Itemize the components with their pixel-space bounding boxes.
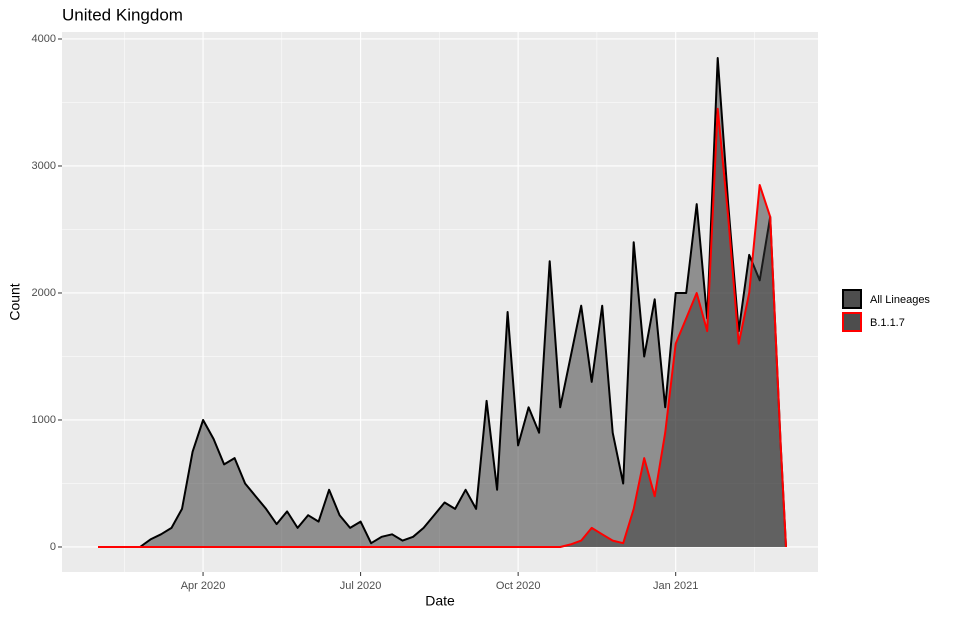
series-line [98, 107, 787, 548]
legend-label: B.1.1.7 [870, 317, 905, 329]
y-tick-label: 1000 [32, 414, 56, 426]
x-tick-label: Apr 2020 [181, 580, 226, 592]
legend-key [842, 312, 862, 332]
y-tick-label: 4000 [32, 33, 56, 45]
legend-key [842, 289, 862, 309]
x-axis-title: Date [425, 593, 455, 609]
y-axis-title: Count [7, 283, 23, 320]
series-line [98, 57, 787, 548]
y-tick-label: 0 [50, 541, 56, 553]
area-fill [98, 108, 786, 548]
y-tick-label: 2000 [32, 287, 56, 299]
y-tick-label: 3000 [32, 160, 56, 172]
x-tick-label: Jan 2021 [653, 580, 698, 592]
x-tick-label: Jul 2020 [340, 580, 382, 592]
x-tick-label: Oct 2020 [496, 580, 541, 592]
chart-title: United Kingdom [62, 5, 183, 24]
legend-label: All Lineages [870, 294, 930, 306]
